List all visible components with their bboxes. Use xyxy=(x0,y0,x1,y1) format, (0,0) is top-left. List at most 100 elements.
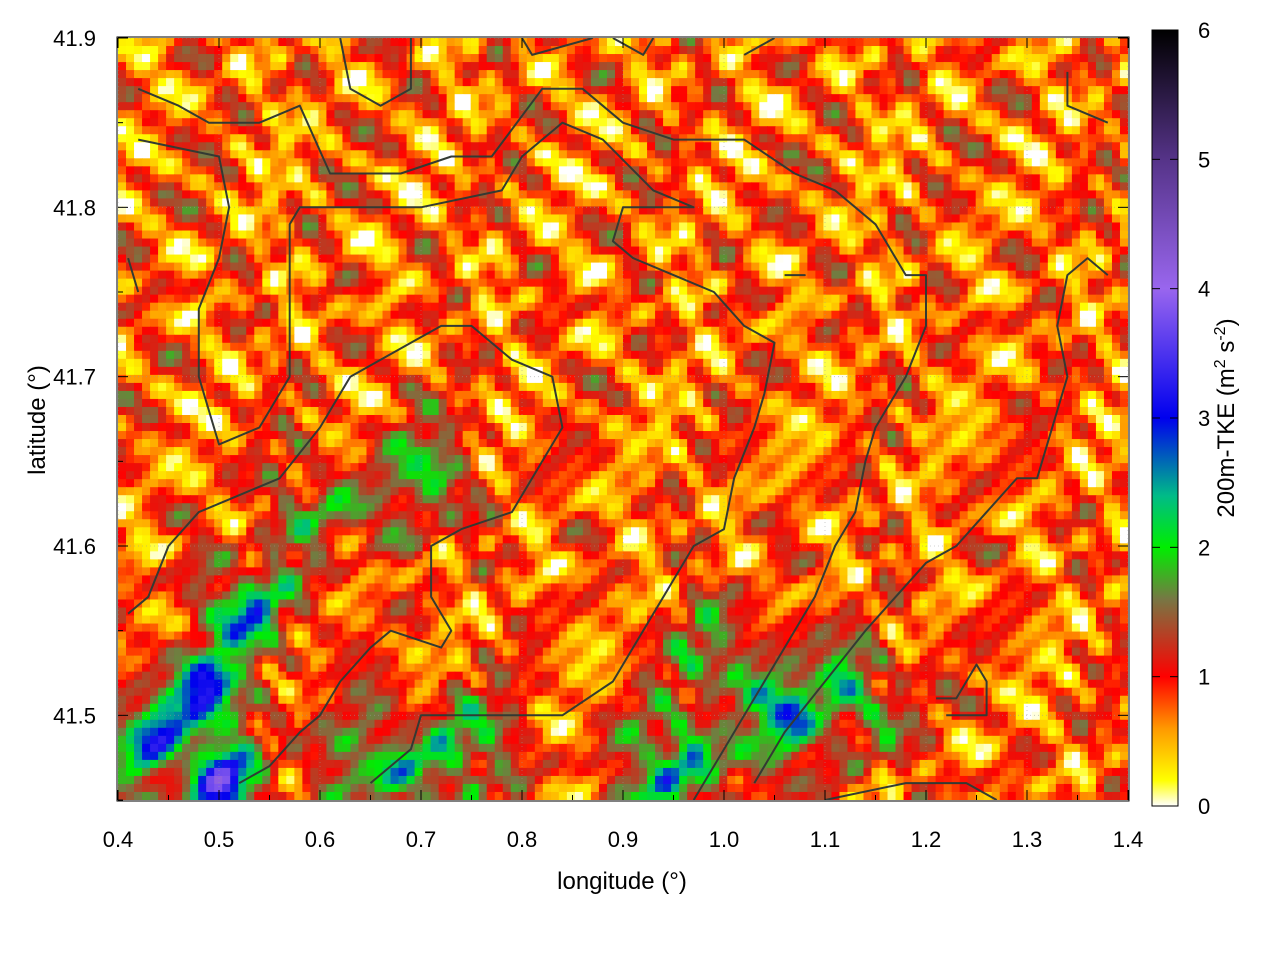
heat-cell xyxy=(967,334,977,344)
heat-cell xyxy=(222,238,231,248)
heat-cell xyxy=(238,54,247,63)
heat-cell xyxy=(791,62,800,71)
heat-cell xyxy=(310,246,319,256)
heat-cell xyxy=(959,190,969,200)
heat-cell xyxy=(342,158,352,167)
heat-cell xyxy=(999,302,1009,312)
heat-cell xyxy=(679,286,688,296)
heat-cell xyxy=(663,326,672,336)
heat-cell xyxy=(647,54,656,63)
heat-cell xyxy=(815,46,824,55)
heat-cell xyxy=(262,270,271,280)
heat-cell xyxy=(711,270,720,280)
heat-cell xyxy=(1063,174,1073,183)
heat-cell xyxy=(655,174,664,183)
heat-cell xyxy=(510,350,520,360)
heat-cell xyxy=(374,206,384,216)
heat-cell xyxy=(350,134,360,143)
heat-cell xyxy=(214,102,223,111)
heat-cell xyxy=(542,86,552,95)
heat-cell xyxy=(310,334,319,344)
heat-cell xyxy=(1079,126,1089,135)
heat-cell xyxy=(815,118,824,127)
heat-cell xyxy=(478,278,488,288)
heat-cell xyxy=(759,254,768,264)
heat-cell xyxy=(374,134,384,143)
heat-cell xyxy=(983,54,993,63)
heat-cell xyxy=(414,270,424,280)
heat-cell xyxy=(1095,174,1105,183)
heat-cell xyxy=(262,206,271,216)
heat-cell xyxy=(967,286,977,296)
heat-cell xyxy=(783,350,792,360)
heat-cell xyxy=(1015,342,1025,352)
heat-cell xyxy=(735,150,744,159)
heat-cell xyxy=(1119,270,1128,280)
heat-cell xyxy=(182,70,191,79)
heat-cell xyxy=(823,190,833,200)
heat-cell xyxy=(550,222,560,232)
heat-cell xyxy=(198,38,207,47)
heat-cell xyxy=(727,190,736,200)
heat-cell xyxy=(959,230,969,240)
heat-cell xyxy=(406,206,416,216)
heat-cell xyxy=(270,38,279,47)
heat-cell xyxy=(1095,126,1105,135)
heat-cell xyxy=(703,54,712,63)
heat-cell xyxy=(655,206,664,216)
heat-cell xyxy=(550,70,560,79)
heat-cell xyxy=(1095,206,1105,216)
heat-cell xyxy=(182,262,191,272)
heat-cell xyxy=(799,342,808,352)
heat-cell xyxy=(799,302,808,312)
heat-cell xyxy=(286,86,295,95)
heat-cell xyxy=(382,246,392,256)
heat-cell xyxy=(743,134,752,143)
heat-cell xyxy=(959,342,969,352)
heat-cell xyxy=(462,278,472,288)
heat-cell xyxy=(518,342,528,352)
heat-cell xyxy=(935,270,945,280)
heat-cell xyxy=(871,326,881,336)
heat-cell xyxy=(262,262,271,272)
heat-cell xyxy=(382,318,392,328)
heat-cell xyxy=(799,158,808,167)
heat-cell xyxy=(518,310,528,320)
heat-cell xyxy=(911,166,921,175)
heat-cell xyxy=(430,142,440,151)
heat-cell xyxy=(158,230,167,240)
heat-cell xyxy=(214,190,223,200)
heat-cell xyxy=(294,94,303,103)
heat-cell xyxy=(647,158,656,167)
heat-cell xyxy=(486,286,496,296)
heat-cell xyxy=(366,334,376,344)
heat-cell xyxy=(727,302,736,312)
heat-cell xyxy=(959,38,969,47)
heat-cell xyxy=(446,350,456,360)
heat-cell xyxy=(935,310,945,320)
heat-cell xyxy=(430,286,440,296)
heat-cell xyxy=(719,262,728,272)
heat-cell xyxy=(623,118,632,127)
heat-cell xyxy=(1023,326,1033,336)
heat-cell xyxy=(294,214,303,224)
heat-cell xyxy=(318,174,328,183)
heat-cell xyxy=(975,326,985,336)
heat-cell xyxy=(462,118,472,127)
heat-cell xyxy=(470,94,480,103)
heat-cell xyxy=(310,198,319,208)
heat-cell xyxy=(366,86,376,95)
heat-cell xyxy=(847,334,857,344)
heat-cell xyxy=(671,222,680,232)
heat-cell xyxy=(679,62,688,71)
heat-cell xyxy=(334,78,344,87)
heat-cell xyxy=(799,134,808,143)
heat-cell xyxy=(1103,270,1113,280)
heat-cell xyxy=(550,126,560,135)
heat-cell xyxy=(254,94,263,103)
heat-cell xyxy=(278,78,287,87)
heat-cell xyxy=(951,134,961,143)
heat-cell xyxy=(967,294,977,304)
heat-cell xyxy=(911,142,921,151)
heat-cell xyxy=(214,150,223,159)
